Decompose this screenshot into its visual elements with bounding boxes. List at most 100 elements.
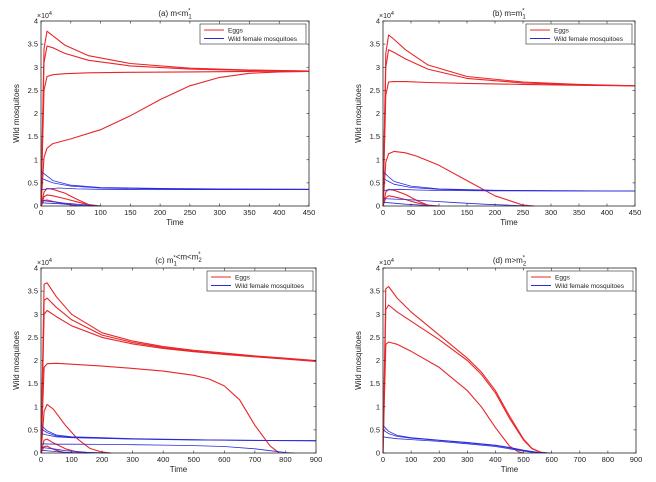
legend-b: Eggs Wild female mosquitoes	[525, 23, 633, 45]
mosquitoes-line-a-7	[40, 170, 310, 190]
x-tick-label-b-4: 200	[489, 208, 502, 217]
title-subscript-c-1: 1	[174, 262, 178, 268]
chart-title-d: (d) m>m2*	[493, 256, 527, 268]
legend-a: Eggs Wild female mosquitoes	[199, 23, 307, 45]
legend-label-a-1: Wild female mosquitoes	[228, 36, 298, 43]
y-tick-label-c-8: 4	[34, 264, 38, 273]
x-axis-label-c: Time	[170, 465, 188, 474]
x-tick-label-a-8: 400	[273, 208, 286, 217]
title-subscript-a-1: 1	[188, 15, 192, 21]
series-group-b	[382, 34, 636, 207]
x-tick-label-d-7: 700	[574, 455, 587, 464]
mosquitoes-line-a-9	[40, 187, 309, 191]
x-tick-label-d-9: 900	[630, 455, 643, 464]
legend-label-d-0: Eggs	[555, 274, 571, 281]
eggs-line-d-1	[382, 304, 547, 454]
eggs-line-c-5	[40, 438, 87, 454]
x-tick-label-d-4: 400	[489, 455, 502, 464]
legend-label-d-1: Wild female mosquitoes	[555, 283, 625, 290]
legend-box-c	[206, 270, 314, 292]
y-tick-label-c-5: 2.5	[28, 333, 38, 342]
y-tick-label-c-1: 0.5	[28, 425, 38, 434]
y-tick-label-b-7: 3.5	[370, 40, 380, 49]
title-part-c-2: <m<m	[176, 253, 199, 262]
mosquitoes-line-d-5	[382, 436, 538, 454]
x-tick-label-b-9: 450	[629, 208, 642, 217]
y-exponent-a: ×104	[37, 11, 52, 20]
title-part-d-0: (d) m>m	[493, 256, 523, 265]
legend-c: Eggs Wild female mosquitoes	[206, 270, 314, 292]
title-subscript-b-1: 1	[522, 15, 526, 21]
legend-label-c-1: Wild female mosquitoes	[235, 283, 305, 290]
y-tick-label-a-8: 4	[34, 17, 38, 26]
y-exponent-power-b: 4	[391, 11, 394, 17]
x-tick-label-d-2: 200	[433, 455, 446, 464]
title-superscript-a-1: *	[188, 9, 191, 15]
legend-box-b	[525, 23, 633, 45]
x-tick-label-b-6: 300	[545, 208, 558, 217]
mosquitoes-line-c-10	[40, 443, 295, 454]
y-tick-label-d-2: 1	[376, 402, 380, 411]
y-axis-label-c: Wild mosquitoes	[12, 331, 21, 390]
x-tick-label-d-5: 500	[517, 455, 530, 464]
series-group-c	[40, 282, 317, 454]
title-part-a-0: (a) m<m	[158, 9, 188, 18]
x-tick-label-b-5: 250	[517, 208, 530, 217]
title-superscript-b-1: *	[522, 9, 525, 15]
x-tick-label-d-3: 300	[461, 455, 474, 464]
x-tick-label-c-6: 600	[218, 455, 231, 464]
legend-d: Eggs Wild female mosquitoes	[526, 270, 634, 292]
eggs-line-b-0	[382, 34, 636, 207]
y-tick-label-c-0: 0	[34, 449, 38, 458]
chart-title-b: (b) m=m1*	[492, 9, 526, 21]
y-tick-label-a-3: 1.5	[28, 132, 38, 141]
x-tick-label-b-3: 150	[461, 208, 474, 217]
y-tick-label-c-4: 2	[34, 356, 38, 365]
y-tick-label-b-2: 1	[376, 155, 380, 164]
y-tick-label-d-1: 0.5	[370, 425, 380, 434]
y-tick-label-d-6: 3	[376, 310, 380, 319]
y-tick-label-c-6: 3	[34, 310, 38, 319]
x-tick-label-a-4: 200	[154, 208, 167, 217]
y-tick-label-a-1: 0.5	[28, 178, 38, 187]
legend-label-b-0: Eggs	[554, 27, 570, 34]
x-tick-label-b-0: 0	[381, 208, 385, 217]
x-tick-label-a-2: 100	[94, 208, 107, 217]
x-tick-label-c-3: 300	[126, 455, 139, 464]
mosquitoes-line-c-11	[40, 447, 112, 454]
x-tick-label-b-7: 350	[573, 208, 586, 217]
x-tick-label-c-5: 500	[188, 455, 201, 464]
x-tick-label-a-7: 350	[243, 208, 256, 217]
legend-box-a	[199, 23, 307, 45]
chart-title-c: (c) m1*<m<m2*	[155, 252, 202, 268]
legend-label-a-0: Eggs	[228, 27, 244, 34]
title-part-c-0: (c) m	[155, 256, 174, 265]
y-exponent-d: ×104	[379, 258, 394, 267]
eggs-line-a-4	[40, 187, 89, 207]
chart-panel-a: 0 50 100 150 200 250 300 350 400 450 0 0.5 1 1.5 2 2.5 3…	[12, 9, 315, 228]
x-tick-label-c-2: 200	[96, 455, 109, 464]
eggs-line-c-6	[40, 445, 66, 454]
x-tick-label-b-1: 50	[407, 208, 415, 217]
mosquitoes-line-b-9	[382, 198, 535, 207]
y-tick-label-d-3: 1.5	[370, 379, 380, 388]
x-axis-label-d: Time	[501, 465, 519, 474]
x-tick-label-c-4: 400	[157, 455, 170, 464]
y-tick-label-b-6: 3	[376, 63, 380, 72]
eggs-line-a-5	[40, 194, 101, 207]
y-tick-label-b-4: 2	[376, 109, 380, 118]
plot-area-b	[383, 21, 635, 206]
series-group-a	[40, 30, 310, 207]
y-tick-label-b-8: 4	[376, 17, 380, 26]
y-exponent-c: ×104	[37, 258, 52, 267]
legend-box-d	[526, 270, 634, 292]
x-tick-label-a-0: 0	[39, 208, 43, 217]
eggs-line-c-3	[40, 362, 280, 454]
eggs-line-a-1	[40, 45, 310, 207]
mosquitoes-line-c-9	[40, 433, 317, 442]
series-group-d	[382, 285, 552, 454]
y-tick-label-d-0: 0	[376, 449, 380, 458]
title-superscript-d-1: *	[523, 256, 526, 262]
x-tick-label-c-0: 0	[39, 455, 43, 464]
x-axis-label-a: Time	[166, 218, 184, 227]
